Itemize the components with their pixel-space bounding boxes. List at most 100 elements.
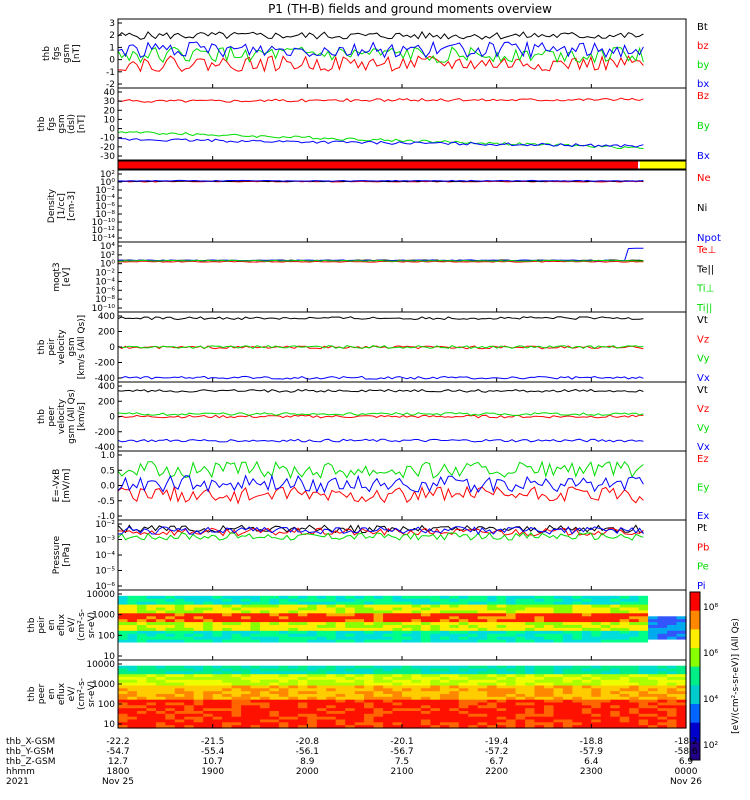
spectrogram-cell xyxy=(600,725,611,729)
legend-entry: Vx xyxy=(697,373,710,384)
spectrogram-cell xyxy=(345,685,356,689)
spectrogram-cell xyxy=(638,677,649,681)
spectrogram-cell xyxy=(383,702,394,706)
spectrogram-cell xyxy=(250,660,261,664)
spectrogram-cell xyxy=(118,607,129,611)
y-tick-label: 10000 xyxy=(86,590,115,600)
spectrogram-cell xyxy=(222,616,233,620)
spectrogram-cell xyxy=(118,713,129,718)
spectrogram-cell xyxy=(610,627,621,632)
spectrogram-cell xyxy=(231,610,242,614)
spectrogram-cell xyxy=(544,642,555,646)
spectrogram-cell xyxy=(354,708,365,712)
spectrogram-cell xyxy=(562,657,573,661)
spectrogram-cell xyxy=(411,699,422,704)
spectrogram-cell xyxy=(562,601,573,606)
spectrogram-cell xyxy=(354,671,365,675)
spectrogram-cell xyxy=(629,702,640,706)
y-axis-label-line: [km/s] xyxy=(77,402,87,431)
ephemeris-cell: 6.7 xyxy=(490,757,504,767)
legend-entry: Bt xyxy=(697,22,708,33)
spectrogram-cell xyxy=(260,699,271,704)
spectrogram-cell xyxy=(619,598,630,603)
spectrogram-cell xyxy=(212,688,223,692)
spectrogram-cell xyxy=(165,648,176,652)
spectrogram-cell xyxy=(430,688,441,692)
spectrogram-cell xyxy=(667,691,678,695)
spectrogram-cell xyxy=(269,722,280,726)
spectrogram-cell xyxy=(326,713,337,718)
spectrogram-cell xyxy=(241,702,252,706)
spectrogram-cell xyxy=(212,705,223,709)
spectrogram-cell xyxy=(383,674,394,678)
spectrogram-cell xyxy=(648,679,659,684)
spectrogram-cell xyxy=(269,694,280,698)
spectrogram-cell xyxy=(297,636,308,641)
spectrogram-cell xyxy=(600,645,611,649)
spectrogram-cell xyxy=(241,691,252,695)
spectrogram-cell xyxy=(657,725,668,729)
spectrogram-cell xyxy=(600,633,611,638)
spectrogram-cell xyxy=(278,660,289,664)
colorbar-segment xyxy=(690,741,700,761)
spectrogram-cell xyxy=(203,699,214,704)
spectrogram-cell xyxy=(203,616,214,620)
spectrogram-cell xyxy=(373,610,384,614)
spectrogram-cell xyxy=(544,665,555,670)
spectrogram-cell xyxy=(676,625,687,629)
spectrogram-cell xyxy=(477,604,488,609)
spectrogram-cell xyxy=(439,604,450,609)
spectrogram-cell xyxy=(136,604,147,609)
spectrogram-cell xyxy=(118,719,129,723)
spectrogram-cell xyxy=(581,677,592,681)
spectrogram-cell xyxy=(411,657,422,661)
spectrogram-cell xyxy=(468,705,479,709)
spectrogram-cell xyxy=(155,604,166,609)
spectrogram-cell xyxy=(496,665,507,670)
spectrogram-cell xyxy=(506,648,517,652)
spectrogram-cell xyxy=(487,633,498,638)
spectrogram-cell xyxy=(307,702,318,706)
spectrogram-cell xyxy=(269,696,280,701)
spectrogram-cell xyxy=(676,713,687,718)
spectrogram-cell xyxy=(316,674,327,678)
spectrogram-cell xyxy=(165,691,176,695)
spectrogram-cell xyxy=(496,592,507,597)
spectrogram-cell xyxy=(260,682,271,687)
legend-entry: by xyxy=(697,60,709,71)
spectrogram-cell xyxy=(241,651,252,655)
y-tick-label: 0.0 xyxy=(101,482,116,492)
spectrogram-cell xyxy=(165,592,176,597)
spectrogram-cell xyxy=(591,657,602,661)
spectrogram-cell xyxy=(193,725,204,729)
spectrogram-cell xyxy=(411,688,422,692)
spectrogram-cell xyxy=(506,725,517,729)
spectrogram-cell xyxy=(250,713,261,718)
spectrogram-cell xyxy=(326,642,337,646)
spectrogram-cell xyxy=(581,702,592,706)
spectrogram-cell xyxy=(487,627,498,632)
spectrogram-cell xyxy=(487,601,498,606)
spectrogram-cell xyxy=(165,716,176,721)
spectrogram-cell xyxy=(619,668,630,672)
spectrogram-cell xyxy=(534,668,545,672)
spectrogram-cell xyxy=(297,601,308,606)
spectrogram-cell xyxy=(553,642,564,646)
spectrogram-cell xyxy=(392,654,403,658)
spectrogram-cell xyxy=(288,651,299,655)
spectrogram-cell xyxy=(118,595,129,600)
spectrogram-cell xyxy=(269,662,280,667)
spectrogram-cell xyxy=(629,674,640,678)
spectrogram-cell xyxy=(581,725,592,729)
spectrogram-cell xyxy=(591,601,602,606)
spectrogram-cell xyxy=(553,705,564,709)
spectrogram-cell xyxy=(174,671,185,675)
spectrogram-cell xyxy=(193,688,204,692)
spectrogram-cell xyxy=(487,660,498,664)
spectrogram-cell xyxy=(525,601,536,606)
spectrogram-cell xyxy=(297,633,308,638)
spectrogram-cell xyxy=(562,604,573,609)
series-line-By xyxy=(117,131,644,150)
spectrogram-cell xyxy=(354,668,365,672)
